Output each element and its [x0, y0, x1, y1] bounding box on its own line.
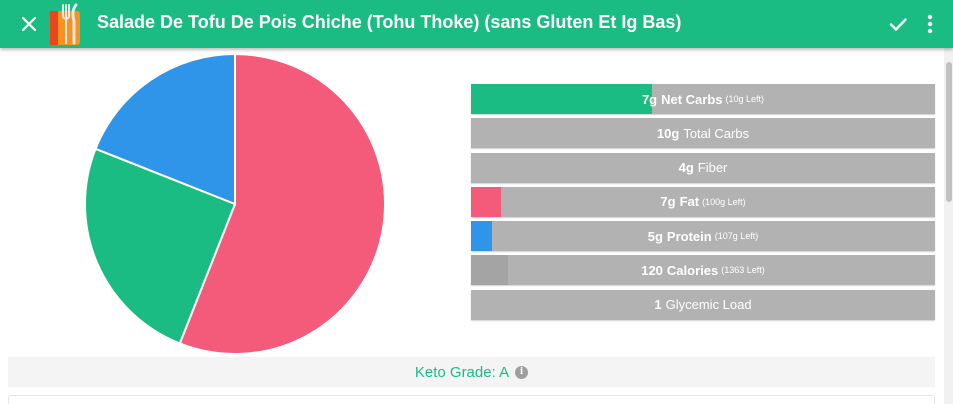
nutrient-label: Calories [666, 262, 719, 278]
nutrient-label: Total Carbs [683, 125, 750, 141]
page-title: Salade De Tofu De Pois Chiche (Tohu Thok… [97, 12, 682, 32]
nutrient-bar-text: 120 Calories (1363 Left) [471, 255, 935, 285]
nutrient-amount: 1 [654, 297, 662, 313]
save-button[interactable] [886, 12, 910, 36]
close-icon [21, 16, 37, 32]
nutrient-amount: 7g [641, 91, 658, 107]
nutrient-bar-fill [471, 186, 502, 217]
nutrient-bars: 7g Net Carbs (10g Left) 10g Total Carbs 4g Fib… [471, 84, 935, 324]
nutrient-label: Glycemic Load [665, 297, 752, 313]
nutrient-bar-text: 7g Net Carbs (10g Left) [471, 84, 935, 114]
nutrient-bar-fill [471, 255, 509, 286]
main-content: 7g Net Carbs (10g Left) 10g Total Carbs 4g Fib… [0, 48, 944, 404]
nutrient-amount: 7g [660, 194, 676, 210]
macro-pie-chart [84, 52, 386, 355]
nutrient-bar-net-carbs: 7g Net Carbs (10g Left) [471, 84, 935, 114]
app-bar: Salade De Tofu De Pois Chiche (Tohu Thok… [0, 0, 953, 48]
pie-slice-protein[interactable] [94, 52, 236, 206]
keto-grade-label: Keto Grade: A [414, 363, 510, 381]
nutrient-label: Net Carbs [661, 91, 723, 107]
nutrient-bar-text: 7g Fat (100g Left) [471, 187, 935, 217]
more-vert-icon [927, 14, 933, 34]
scrollbar-thumb[interactable] [946, 62, 952, 202]
nutrient-bar-fat: 7g Fat (100g Left) [471, 186, 935, 217]
nutrient-bar-text: 10g Total Carbs [471, 118, 935, 148]
nutrient-amount: 5g [647, 228, 663, 244]
scrollbar-track[interactable] [944, 48, 953, 404]
nutrient-label: Fat [679, 194, 700, 210]
nutrient-amount: 10g [656, 125, 680, 141]
pie-slice-fat[interactable] [178, 52, 386, 355]
nutrient-bar-text: 1 Glycemic Load [471, 290, 935, 320]
close-button[interactable] [14, 9, 44, 39]
next-card [8, 395, 935, 404]
nutrient-remaining: (107g Left) [714, 231, 759, 242]
nutrient-bar-text: 5g Protein (107g Left) [471, 221, 935, 251]
nutrient-bar-total-carbs: 10g Total Carbs [471, 118, 935, 149]
more-options-button[interactable] [918, 12, 942, 36]
nutrient-bar-fill [471, 221, 492, 252]
nutrient-remaining: (100g Left) [702, 196, 746, 207]
keto-grade-bar[interactable]: Keto Grade: A i [8, 357, 935, 387]
info-icon[interactable]: i [515, 365, 529, 379]
nutrient-label: Fiber [697, 160, 728, 176]
nutrient-bar-glycemic-load: 1 Glycemic Load [471, 289, 935, 320]
nutrient-remaining: (1363 Left) [721, 265, 765, 276]
nutrient-bar-fill [471, 84, 652, 114]
fork-knife-logo-icon [50, 3, 80, 45]
nutrient-bar-text: 4g Fiber [471, 153, 935, 183]
nutrient-label: Protein [666, 228, 712, 244]
nutrient-remaining: (10g Left) [725, 94, 765, 104]
nutrient-bar-fiber: 4g Fiber [471, 152, 935, 183]
nutrient-amount: 120 [641, 262, 663, 278]
nutrient-bar-protein: 5g Protein (107g Left) [471, 221, 935, 252]
check-icon [889, 18, 907, 31]
pie-slice-net-carbs[interactable] [84, 147, 237, 345]
nutrient-bar-calories: 120 Calories (1363 Left) [471, 255, 935, 286]
nutrient-amount: 4g [678, 160, 694, 176]
